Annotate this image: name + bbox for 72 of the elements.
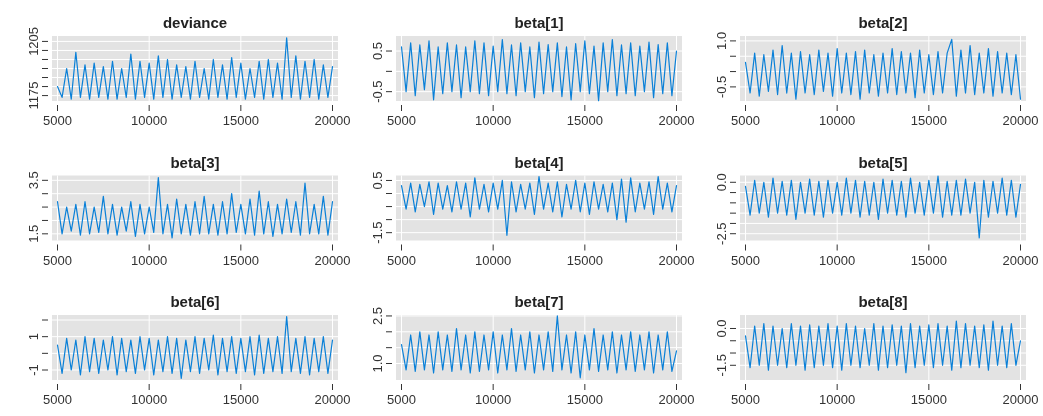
x-tick-label: 10000: [819, 252, 856, 268]
x-tick-label: 15000: [222, 113, 259, 128]
x-tick-label: 10000: [475, 113, 512, 128]
chart-title: beta[6]: [170, 293, 220, 310]
y-tick-label: 1.5: [26, 224, 41, 243]
x-tick-label: 15000: [566, 113, 603, 128]
x-tick-label: 5000: [43, 252, 72, 268]
x-tick-label: 20000: [314, 252, 351, 268]
y-tick-label: 1: [26, 333, 41, 341]
line-series: [400, 39, 678, 102]
x-tick-label: 10000: [131, 252, 168, 268]
line-series: [744, 175, 1022, 239]
line-series: [400, 315, 678, 379]
x-tick-label: 20000: [658, 252, 695, 268]
x-tick-label: 5000: [387, 252, 416, 268]
x-tick-label: 15000: [222, 252, 259, 268]
x-tick-label: 15000: [566, 392, 603, 407]
line-series: [56, 316, 334, 379]
y-tick-label: 2.5: [370, 306, 385, 325]
x-tick-label: 20000: [658, 392, 695, 407]
x-tick-label: 5000: [43, 392, 72, 407]
x-tick-label: 15000: [222, 392, 259, 407]
x-tick-label: 10000: [131, 113, 168, 128]
x-tick-label: 5000: [387, 392, 416, 407]
x-tick-label: 5000: [43, 113, 72, 128]
x-tick-label: 15000: [910, 252, 947, 268]
x-tick-label: 10000: [475, 392, 512, 407]
chart-title: beta[1]: [514, 14, 564, 31]
x-tick-label: 15000: [910, 392, 947, 407]
chart-title: beta[7]: [514, 293, 564, 310]
x-tick-label: 20000: [1002, 252, 1039, 268]
y-tick-label: 1.0: [714, 31, 729, 50]
y-tick-label: -1.5: [714, 354, 729, 377]
x-tick-label: 10000: [131, 392, 168, 407]
x-tick-label: 20000: [314, 392, 351, 407]
x-tick-label: 20000: [1002, 113, 1039, 128]
x-tick-label: 15000: [566, 252, 603, 268]
line-series: [56, 37, 334, 100]
x-tick-label: 10000: [819, 392, 856, 407]
y-tick-label: 1205: [26, 26, 41, 56]
line-series: [400, 175, 678, 236]
y-tick-label: -1: [26, 364, 41, 376]
chart-title: beta[5]: [858, 153, 908, 171]
y-tick-label: 0.5: [370, 171, 385, 190]
y-tick-label: 0.0: [714, 319, 729, 338]
line-series: [744, 38, 1022, 100]
chart-title: beta[4]: [514, 153, 564, 171]
y-tick-label: -0.5: [370, 80, 385, 103]
y-tick-label: 1.0: [370, 354, 385, 373]
x-tick-label: 10000: [475, 252, 512, 268]
chart-title: beta[8]: [858, 293, 908, 310]
line-series: [56, 177, 334, 239]
x-tick-label: 5000: [731, 113, 760, 128]
y-tick-label: 0.5: [370, 41, 385, 61]
y-tick-label: -2.5: [714, 222, 729, 245]
y-tick-label: 1175: [26, 81, 41, 110]
y-tick-label: 3.5: [26, 171, 41, 190]
y-tick-label: -1.5: [370, 221, 385, 244]
chart-title: beta[3]: [170, 153, 220, 171]
chart-title: beta[2]: [858, 14, 908, 31]
x-tick-label: 5000: [731, 252, 760, 268]
y-tick-label: 0.0: [714, 173, 729, 192]
line-series: [744, 320, 1022, 374]
chart-title: deviance: [162, 14, 228, 31]
x-tick-label: 20000: [314, 113, 351, 128]
x-tick-label: 20000: [1002, 392, 1039, 407]
x-tick-label: 10000: [819, 113, 856, 128]
x-tick-label: 5000: [387, 113, 416, 128]
x-tick-label: 20000: [658, 113, 695, 128]
y-tick-label: -0.5: [714, 75, 729, 99]
x-tick-label: 15000: [910, 113, 947, 128]
x-tick-label: 5000: [731, 392, 760, 407]
